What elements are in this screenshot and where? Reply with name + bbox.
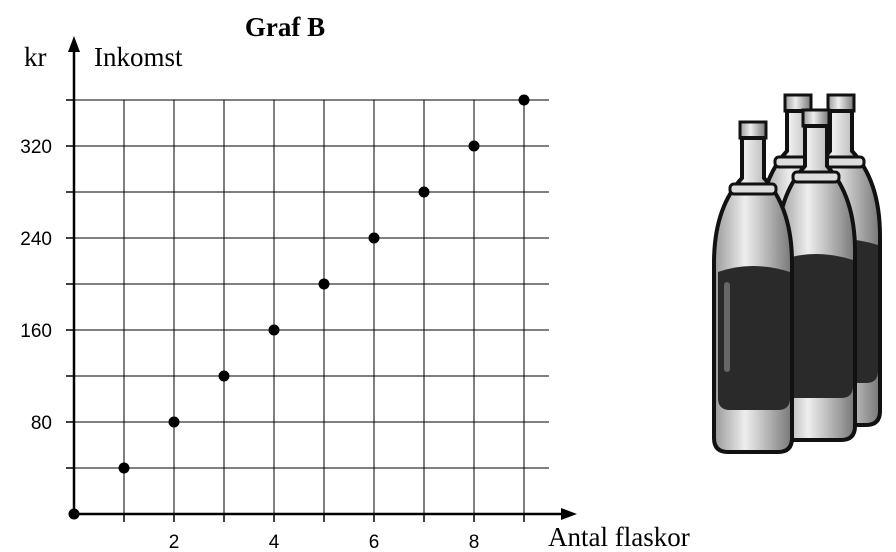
point	[469, 141, 480, 152]
point	[419, 187, 430, 198]
y-tick-label: 160	[20, 321, 52, 342]
point	[119, 463, 130, 474]
point	[69, 509, 80, 520]
y-tick-label: 80	[31, 413, 52, 434]
point	[269, 325, 280, 336]
point	[319, 279, 330, 290]
y-tick-label: 320	[20, 137, 52, 158]
x-axis-arrow	[561, 508, 577, 520]
y-axis-arrow	[68, 36, 80, 52]
y-tick-label: 240	[20, 229, 52, 250]
x-tick-label: 8	[469, 532, 480, 552]
x-tick-label: 4	[269, 532, 280, 552]
x-tick-label: 6	[369, 532, 380, 552]
point	[169, 417, 180, 428]
bottles-illustration	[714, 95, 880, 452]
point	[519, 95, 530, 106]
point	[369, 233, 380, 244]
chart-title: Graf B	[245, 12, 325, 42]
y-axis-label: Inkomst	[94, 42, 183, 72]
x-tick-label: 2	[169, 532, 180, 552]
point	[219, 371, 230, 382]
chart: Graf B kr Inkomst Antal flaskor 2 4 6 8 80 16…	[0, 0, 896, 552]
y-unit: kr	[24, 42, 47, 72]
x-axis-label: Antal flaskor	[548, 522, 690, 552]
